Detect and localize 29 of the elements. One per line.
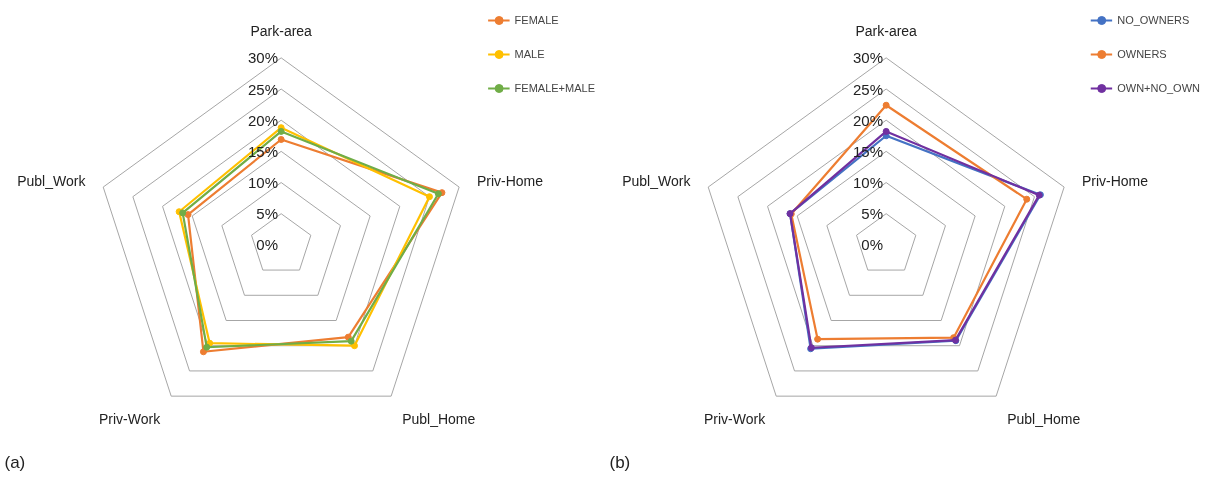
legend-label: FEMALE [514, 14, 559, 26]
legend-label: MALE [514, 48, 545, 60]
spoke-label: Publ_Work [622, 173, 692, 190]
spoke-label: Priv-Work [99, 411, 162, 428]
spoke-label: Priv-Home [1081, 173, 1149, 190]
spoke-label: Park-area [855, 23, 918, 40]
spoke-label: Publ_Home [402, 411, 476, 428]
y-tick-label: 30% [248, 49, 279, 67]
legend-label: OWNERS [1117, 48, 1167, 60]
spoke-label: Publ_Work [17, 173, 87, 190]
y-tick-label: 25% [248, 80, 279, 98]
spoke-label: Priv-Home [476, 173, 544, 190]
y-tick-label: 10% [853, 174, 884, 192]
y-tick-label: 0% [256, 236, 279, 254]
y-tick-label: 30% [853, 49, 884, 67]
spoke-label: Priv-Work [704, 411, 767, 428]
legend-label: FEMALE+MALE [514, 82, 595, 94]
spoke-label: Publ_Home [1007, 411, 1081, 428]
y-tick-label: 20% [248, 111, 279, 129]
y-tick-label: 25% [853, 80, 884, 98]
legend-label: OWN+NO_OWN [1117, 82, 1200, 94]
legend-label: NO_OWNERS [1117, 14, 1190, 26]
y-tick-label: 10% [248, 174, 279, 192]
text: (b) [609, 452, 631, 472]
y-tick-label: 5% [256, 205, 279, 223]
spoke-label: Park-area [250, 23, 313, 40]
y-tick-label: 5% [861, 205, 884, 223]
y-tick-label: 0% [861, 236, 884, 254]
text: (a) [4, 452, 26, 472]
